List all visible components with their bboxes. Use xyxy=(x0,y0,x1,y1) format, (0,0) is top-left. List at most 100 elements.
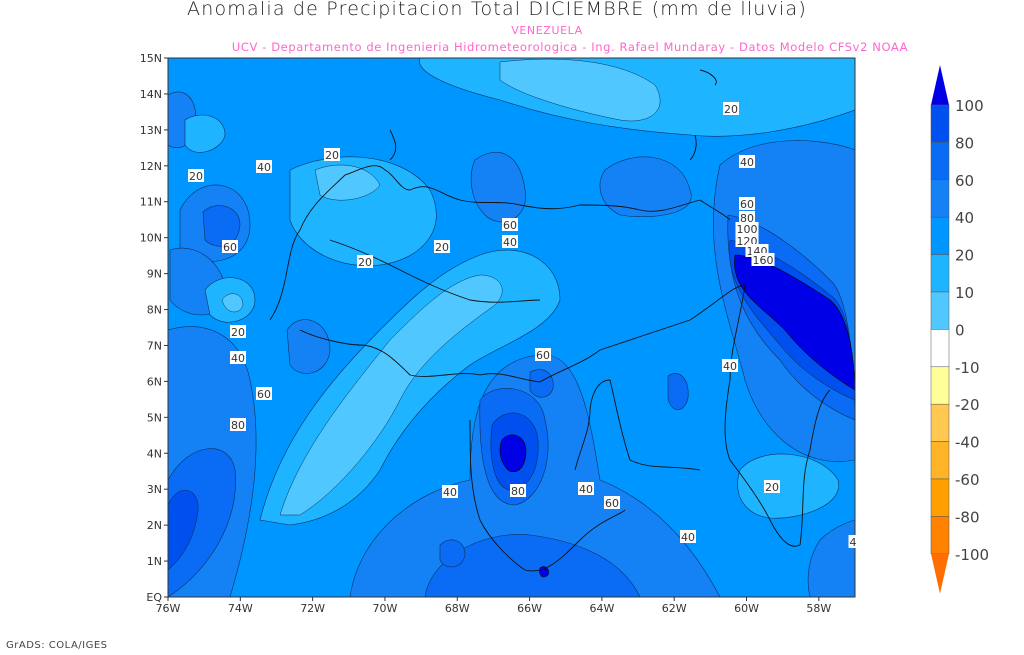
lat-tick-label: 8N xyxy=(147,304,162,317)
lat-tick-label: 7N xyxy=(147,339,162,352)
contour-label: 40 xyxy=(723,360,737,373)
contour-label: 160 xyxy=(753,254,774,267)
lon-tick-label: 64W xyxy=(589,602,614,615)
contour-label: 40 xyxy=(257,161,271,174)
contour-fills xyxy=(168,58,855,597)
contour-label-bg xyxy=(256,160,272,173)
lat-tick-label: 4N xyxy=(147,447,162,460)
colorbar-label: -80 xyxy=(955,508,980,526)
contour-label: 60 xyxy=(257,388,271,401)
subtitle-region: VENEZUELA xyxy=(511,24,583,37)
contour-label-bg xyxy=(722,359,738,372)
lat-tick-label: 2N xyxy=(147,519,162,532)
lon-tick-label: 70W xyxy=(373,602,398,615)
footer-credit: GrADS: COLA/IGES xyxy=(6,640,108,651)
lon-tick-label: 76W xyxy=(156,602,181,615)
contour-label: 20 xyxy=(435,241,449,254)
contour-label-bg xyxy=(357,255,373,268)
lat-tick-label: 3N xyxy=(147,483,162,496)
contour-label: 20 xyxy=(358,256,372,269)
contour-label-bg xyxy=(502,235,518,248)
lat-tick-label: 10N xyxy=(140,232,162,245)
contour-label-bg xyxy=(222,240,238,253)
contour-label-bg xyxy=(735,222,759,235)
colorbar-segment xyxy=(930,216,950,255)
contour-label: 60 xyxy=(503,219,517,232)
colorbar-label: 80 xyxy=(955,134,974,152)
contour-label: 40 xyxy=(231,352,245,365)
contour-label: 20 xyxy=(231,326,245,339)
colorbar-label: 10 xyxy=(955,284,974,302)
colorbar-segment xyxy=(930,441,950,480)
contour-label-bg xyxy=(739,155,755,168)
coastlines-borders xyxy=(269,69,831,572)
lon-tick-label: 62W xyxy=(662,602,687,615)
contour-label: 40 xyxy=(579,483,593,496)
contour-label: 60 xyxy=(536,349,550,362)
contour-label-bg xyxy=(230,418,246,431)
colorbar-segment xyxy=(930,366,950,405)
contour-label: 80 xyxy=(231,419,245,432)
contour-label: 100 xyxy=(737,223,758,236)
lat-tick-label: 12N xyxy=(140,160,162,173)
colorbar-max-arrow xyxy=(931,65,949,105)
colorbar-label: 40 xyxy=(955,209,974,227)
lon-tick-label: 66W xyxy=(517,602,542,615)
colorbar-segment xyxy=(930,478,950,517)
contour-label-bg xyxy=(848,535,858,548)
contour-label: 20 xyxy=(724,103,738,116)
colorbar-segment xyxy=(930,329,950,368)
fill-0-10 xyxy=(221,58,661,516)
lon-tick-label: 68W xyxy=(445,602,470,615)
contour-label-bg xyxy=(735,234,759,247)
colorbar-segment xyxy=(930,104,950,143)
contour-label: 20 xyxy=(189,170,203,183)
colorbar-segment xyxy=(930,254,950,293)
colorbar-label: 20 xyxy=(955,247,974,265)
colorbar-label: 60 xyxy=(955,172,974,190)
colorbar-label: -100 xyxy=(955,546,989,564)
contour-label-bg xyxy=(230,351,246,364)
lon-tick-label: 60W xyxy=(734,602,759,615)
contour-label: 60 xyxy=(605,497,619,510)
colorbar-segment xyxy=(930,516,950,555)
colorbar-label: -20 xyxy=(955,396,980,414)
lat-tick-label: 11N xyxy=(140,196,162,209)
colorbar-segment xyxy=(930,179,950,218)
contour-label-bg xyxy=(604,496,620,509)
colorbar-segment xyxy=(930,291,950,330)
lon-tick-label: 74W xyxy=(228,602,253,615)
colorbar-label: -10 xyxy=(955,359,980,377)
contour-label-bg xyxy=(723,102,739,115)
contour-label: 40 xyxy=(443,486,457,499)
contour-label-bg xyxy=(764,480,780,493)
contour-label: 40 xyxy=(740,156,754,169)
contour-label-bg xyxy=(680,530,696,543)
contour-label-bg xyxy=(502,218,518,231)
contour-labels: 2040608010012014016020402060202060402040… xyxy=(188,102,858,549)
lat-tick-label: 1N xyxy=(147,555,162,568)
contour-label: 80 xyxy=(511,485,525,498)
contour-label-bg xyxy=(535,348,551,361)
contour-label-bg xyxy=(442,485,458,498)
lat-tick-label: 5N xyxy=(147,411,162,424)
colorbar-label: -60 xyxy=(955,471,980,489)
contour-label-bg xyxy=(256,387,272,400)
colorbar-min-arrow xyxy=(931,553,949,594)
colorbar-segment xyxy=(930,142,950,181)
lon-tick-label: 58W xyxy=(806,602,831,615)
chart-title: Anomalia de Precipitacion Total DICIEMBR… xyxy=(187,0,807,20)
contour-label-bg xyxy=(324,148,340,161)
contour-label-bg xyxy=(739,197,755,210)
contour-label-bg xyxy=(751,253,775,266)
colorbar-label: 0 xyxy=(955,321,965,339)
lat-tick-label: 13N xyxy=(140,124,162,137)
lon-tick-label: 72W xyxy=(300,602,325,615)
lat-tick-label: 14N xyxy=(140,88,162,101)
contour-label-bg xyxy=(739,211,755,224)
contour-label: 4 xyxy=(850,536,857,549)
colorbar-label: 100 xyxy=(955,97,984,115)
colorbar-label: -40 xyxy=(955,434,980,452)
lat-tick-label: EQ xyxy=(146,591,162,604)
